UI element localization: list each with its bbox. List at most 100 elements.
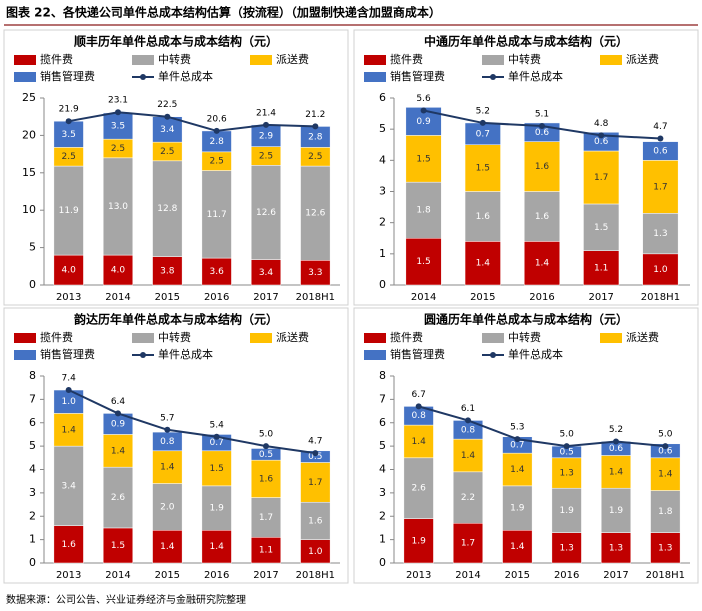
data-label: 1.0 (62, 397, 77, 407)
bar-segment (405, 135, 442, 183)
bar-segment (464, 144, 501, 192)
x-tick-label: 2016 (204, 570, 229, 581)
bar-segment (53, 165, 84, 256)
total-point (420, 107, 427, 114)
data-label: 5.0 (560, 430, 575, 440)
data-label: 11.7 (207, 210, 227, 220)
data-label: 0.6 (653, 146, 668, 156)
y-tick-label: 2 (29, 509, 36, 522)
x-tick-label: 2016 (554, 570, 579, 581)
legend-swatch (364, 333, 386, 343)
total-point (115, 410, 121, 417)
legend-swatch (490, 74, 496, 80)
data-label: 3.3 (308, 268, 322, 278)
data-label: 1.8 (658, 507, 673, 517)
data-label: 1.5 (416, 154, 430, 164)
data-label: 0.5 (259, 450, 273, 460)
legend-label: 中转费 (508, 52, 541, 66)
data-label: 3.4 (62, 481, 77, 491)
y-tick-label: 8 (379, 369, 386, 382)
data-label: 3.4 (160, 125, 175, 135)
bar-segment (102, 254, 134, 286)
y-tick-label: 4 (379, 463, 386, 476)
data-label: 0.6 (535, 128, 550, 138)
data-label: 1.4 (658, 470, 673, 480)
chart-title: 中通历年单件总成本与成本结构（元） (424, 34, 628, 49)
data-label: 11.9 (59, 206, 79, 216)
total-line (68, 111, 316, 132)
bar-segment (250, 259, 282, 286)
data-label: 1.7 (594, 173, 608, 183)
y-tick-label: 5 (379, 439, 386, 452)
legend-swatch (14, 72, 36, 82)
total-point (312, 123, 319, 130)
data-label: 1.5 (210, 464, 224, 474)
data-label: 2.2 (461, 493, 475, 503)
legend-label: 中转费 (158, 52, 191, 66)
data-label: 1.0 (308, 547, 323, 557)
bar-segment (523, 141, 561, 192)
total-point (164, 113, 171, 120)
x-tick-label: 2017 (253, 570, 278, 581)
y-tick-label: 3 (29, 486, 36, 499)
bar-segment (53, 445, 84, 526)
chart-title: 韵达历年单件总成本与成本结构（元） (74, 312, 278, 327)
chart-title: 圆通历年单件总成本与成本结构（元） (424, 312, 628, 327)
y-tick-label: 8 (29, 369, 36, 382)
data-label: 5.0 (259, 430, 274, 440)
data-label: 0.7 (510, 440, 524, 450)
legend-label: 销售管理费 (390, 347, 445, 361)
bar-segment (583, 132, 620, 152)
total-point (263, 443, 269, 450)
data-label: 0.8 (461, 425, 476, 435)
data-label: 1.5 (594, 223, 608, 233)
data-label: 1.4 (111, 446, 126, 456)
data-label: 21.4 (256, 108, 276, 118)
y-tick-label: 15 (22, 166, 36, 179)
data-label: 1.1 (594, 263, 608, 273)
data-label: 2.6 (412, 484, 427, 494)
bar-segment (600, 532, 632, 564)
legend-swatch (132, 55, 154, 65)
bar-segment (102, 157, 134, 256)
data-label: 0.6 (594, 137, 609, 147)
y-tick-label: 7 (29, 392, 36, 405)
data-label: 1.7 (259, 513, 273, 523)
bar-segment (403, 424, 434, 459)
legend-swatch (140, 352, 146, 358)
legend-swatch (364, 350, 386, 360)
x-tick-label: 2018H1 (296, 292, 335, 303)
total-point (465, 417, 471, 424)
bar-segment (201, 170, 232, 259)
legend-label: 单件总成本 (508, 347, 563, 361)
data-label: 1.4 (476, 259, 491, 269)
data-label: 3.8 (160, 266, 175, 276)
bar-segment (403, 457, 434, 519)
bar-segment (523, 191, 561, 242)
data-label: 4.7 (653, 122, 667, 132)
data-label: 1.8 (416, 206, 431, 216)
total-point (598, 132, 605, 139)
data-label: 5.1 (535, 110, 549, 120)
data-label: 1.4 (535, 259, 550, 269)
legend-swatch (250, 333, 272, 343)
legend-label: 揽件费 (40, 331, 73, 344)
legend-label: 揽件费 (390, 331, 423, 344)
data-label: 0.6 (609, 444, 624, 454)
total-point (263, 121, 269, 128)
bar-segment (502, 452, 533, 487)
data-label: 1.6 (308, 516, 323, 526)
x-tick-label: 2015 (155, 570, 180, 581)
y-tick-label: 4 (29, 463, 36, 476)
y-tick-label: 5 (379, 122, 386, 135)
bar-segment (464, 191, 501, 242)
data-label: 1.9 (210, 504, 225, 514)
data-label: 1.9 (609, 506, 624, 516)
y-tick-label: 1 (379, 247, 386, 260)
bar-segment (502, 530, 533, 564)
y-tick-label: 2 (379, 509, 386, 522)
source-note: 数据来源：公司公告、兴业证券经济与金融研究院整理 (6, 593, 246, 606)
y-tick-label: 3 (379, 486, 386, 499)
data-label: 20.6 (207, 114, 227, 124)
bar-segment (53, 525, 84, 564)
